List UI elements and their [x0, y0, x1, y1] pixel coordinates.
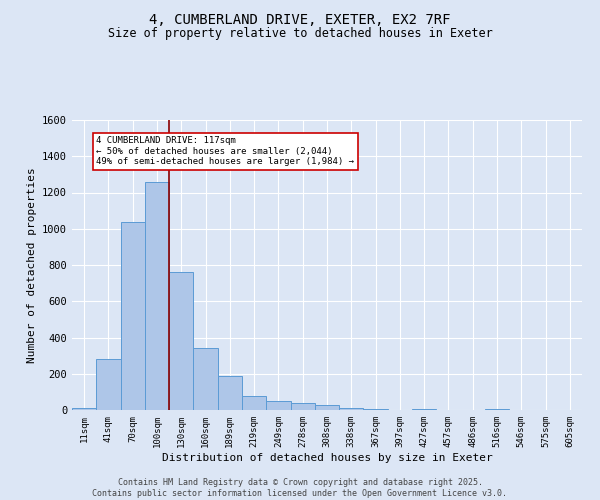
Bar [364, 408, 388, 410]
Bar [485, 408, 509, 410]
Bar [72, 408, 96, 410]
Bar [290, 404, 315, 410]
Bar [218, 376, 242, 410]
Bar [315, 406, 339, 410]
Bar [193, 348, 218, 410]
Y-axis label: Number of detached properties: Number of detached properties [26, 167, 37, 363]
Text: 4 CUMBERLAND DRIVE: 117sqm
← 50% of detached houses are smaller (2,044)
49% of s: 4 CUMBERLAND DRIVE: 117sqm ← 50% of deta… [96, 136, 354, 166]
Bar [145, 182, 169, 410]
Bar [412, 409, 436, 410]
Text: Size of property relative to detached houses in Exeter: Size of property relative to detached ho… [107, 28, 493, 40]
Text: Contains HM Land Registry data © Crown copyright and database right 2025.
Contai: Contains HM Land Registry data © Crown c… [92, 478, 508, 498]
Bar [96, 359, 121, 410]
Bar [242, 396, 266, 410]
Text: 4, CUMBERLAND DRIVE, EXETER, EX2 7RF: 4, CUMBERLAND DRIVE, EXETER, EX2 7RF [149, 12, 451, 26]
Bar [169, 272, 193, 410]
Bar [266, 402, 290, 410]
Bar [121, 222, 145, 410]
Bar [339, 408, 364, 410]
X-axis label: Distribution of detached houses by size in Exeter: Distribution of detached houses by size … [161, 452, 493, 462]
